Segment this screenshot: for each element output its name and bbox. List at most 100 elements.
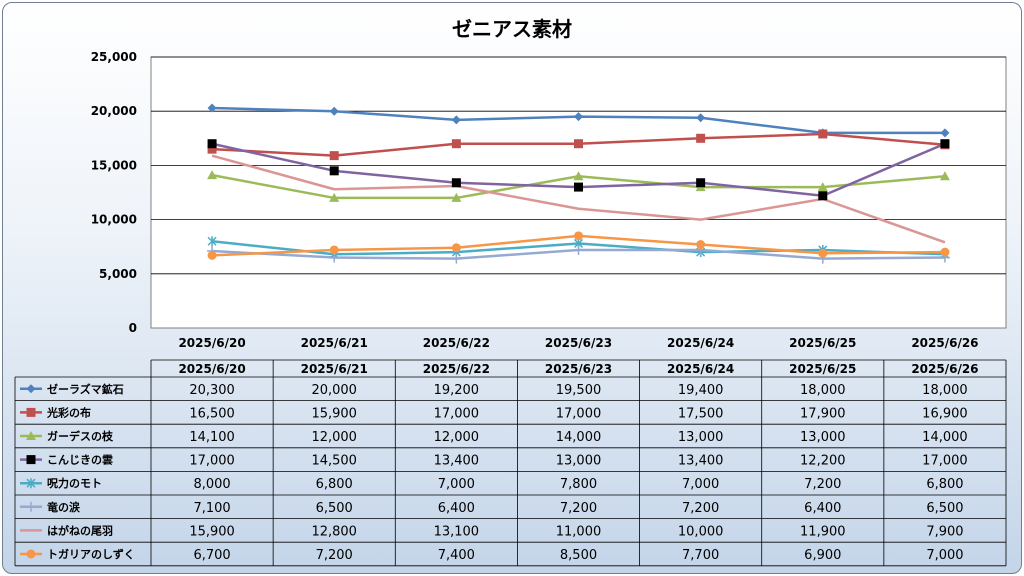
table-cell: 8,500 [560, 548, 597, 563]
data-point [574, 231, 583, 241]
table-cell: 7,000 [682, 477, 719, 492]
data-point [329, 245, 339, 255]
table-cell: 17,000 [922, 454, 968, 469]
table-cell: 13,000 [678, 430, 724, 445]
table-header-cell: 2025/6/22 [423, 362, 490, 376]
table-cell: 7,200 [560, 501, 597, 516]
table-cell: 11,900 [800, 524, 846, 539]
data-point [696, 240, 706, 250]
table-header-cell: 2025/6/21 [301, 362, 368, 376]
table-cell: 12,800 [311, 524, 357, 539]
table-cell: 13,400 [678, 454, 724, 469]
y-tick-label: 25,000 [91, 50, 137, 64]
table-header-cell: 2025/6/20 [178, 362, 245, 376]
data-point [696, 133, 706, 143]
x-tick-label: 2025/6/24 [667, 336, 734, 350]
legend-label: ガーデスの枝 [47, 429, 114, 443]
table-cell: 18,000 [800, 383, 846, 398]
data-point [451, 192, 462, 202]
table-cell: 7,200 [804, 477, 841, 492]
data-point [940, 247, 950, 257]
table-cell: 6,900 [804, 548, 841, 563]
data-point [26, 549, 36, 559]
table-cell: 6,500 [926, 501, 963, 516]
table-cell: 7,200 [682, 501, 719, 516]
y-tick-label: 5,000 [99, 267, 137, 281]
table-cell: 14,000 [556, 430, 602, 445]
data-point [26, 455, 36, 465]
data-point [207, 250, 217, 260]
data-point [940, 128, 950, 138]
y-tick-label: 0 [129, 321, 137, 335]
table-cell: 6,400 [804, 501, 841, 516]
table-cell: 16,500 [189, 406, 235, 421]
table-header-cell: 2025/6/25 [789, 362, 856, 376]
data-point [451, 178, 461, 188]
table-header-cell: 2025/6/26 [911, 362, 978, 376]
data-point [940, 139, 950, 149]
legend-label: 呪力のモト [47, 476, 102, 490]
table-cell: 6,400 [438, 501, 475, 516]
data-point [207, 144, 217, 154]
data-point [329, 192, 340, 202]
data-point [26, 384, 36, 394]
data-point [573, 244, 584, 255]
data-point [818, 129, 828, 139]
data-point [329, 106, 339, 116]
data-point [574, 182, 583, 192]
table-cell: 20,000 [311, 383, 357, 398]
legend-label: はがねの尾羽 [47, 523, 113, 537]
legend-label: トガリアのしずく [47, 547, 135, 561]
table-cell: 12,200 [800, 454, 846, 469]
table-cell: 7,700 [682, 548, 719, 563]
table-cell: 12,000 [434, 430, 480, 445]
table-cell: 18,000 [922, 383, 968, 398]
x-tick-label: 2025/6/22 [423, 336, 490, 350]
data-point [26, 431, 36, 440]
legend-label: こんじきの雲 [47, 454, 113, 467]
x-tick-label: 2025/6/23 [545, 336, 612, 350]
table-cell: 7,000 [926, 548, 963, 563]
data-point [207, 139, 217, 149]
table-cell: 17,500 [678, 406, 724, 421]
table-header-cell: 2025/6/24 [667, 362, 734, 376]
data-point [26, 478, 36, 489]
table-cell: 7,400 [438, 548, 475, 563]
table-cell: 7,000 [438, 477, 475, 492]
table-cell: 6,800 [316, 477, 353, 492]
y-tick-label: 10,000 [91, 213, 137, 227]
table-cell: 14,100 [189, 430, 235, 445]
table-cell: 17,900 [800, 406, 846, 421]
data-point [817, 182, 828, 192]
table-cell: 7,900 [926, 524, 963, 539]
table-cell: 17,000 [189, 454, 235, 469]
table-cell: 14,000 [922, 430, 968, 445]
table-cell: 19,500 [556, 383, 602, 398]
data-point [26, 501, 36, 512]
table-cell: 17,000 [434, 406, 480, 421]
table-cell: 13,100 [434, 524, 480, 539]
table-cell: 19,400 [678, 383, 724, 398]
data-point [207, 103, 217, 113]
data-point [696, 178, 706, 188]
data-point [451, 115, 461, 125]
data-point [451, 243, 461, 253]
line-chart: 0 5,000 10,000 15,000 20,000 25,000 2025/6/20 2… [14, 50, 1007, 567]
chart-title: ゼニアス素材 [452, 17, 572, 41]
table-cell: 17,000 [556, 406, 602, 421]
table-cell: 16,900 [922, 406, 968, 421]
x-tick-label: 2025/6/25 [789, 336, 856, 350]
table-cell: 11,000 [556, 524, 602, 539]
table-cell: 6,500 [316, 501, 353, 516]
y-tick-label: 15,000 [91, 158, 137, 172]
x-tick-label: 2025/6/20 [178, 336, 245, 350]
table-cell: 13,000 [800, 430, 846, 445]
data-point [818, 191, 828, 201]
table-cell: 8,000 [193, 477, 230, 492]
table-cell: 6,800 [926, 477, 963, 492]
y-tick-label: 20,000 [91, 104, 137, 118]
x-tick-label: 2025/6/26 [911, 336, 978, 350]
table-cell: 15,900 [311, 406, 357, 421]
legend-label: 竜の涙 [47, 500, 80, 514]
table-cell: 13,000 [556, 454, 602, 469]
